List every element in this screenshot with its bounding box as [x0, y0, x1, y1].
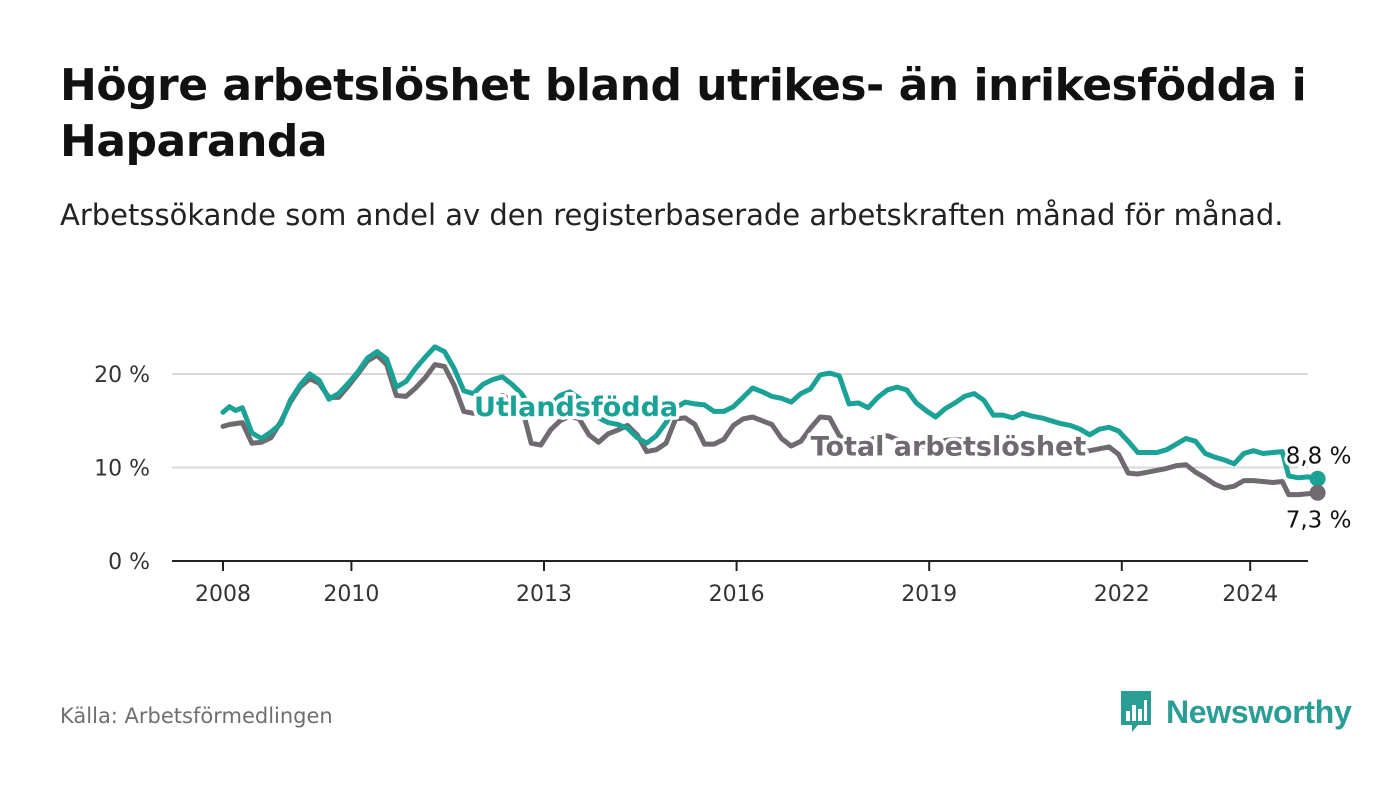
grid-lines: [172, 373, 1308, 562]
series-label-total: Total arbetslöshet: [811, 431, 1087, 462]
end-point-total: [1309, 484, 1326, 501]
series-lines: [220, 344, 1326, 501]
x-tick-label: 2024: [1222, 582, 1278, 607]
end-value-label-foreign-born: 8,8 %: [1286, 444, 1352, 470]
newsworthy-logo-icon: [1121, 691, 1151, 732]
x-tick-label: 2010: [323, 582, 379, 607]
chart-subtitle: Arbetssökande som andel av den registerb…: [60, 198, 1284, 232]
x-tick-label: 2016: [709, 582, 765, 607]
series-label-foreign_born: Utlandsfödda: [474, 392, 678, 423]
x-tick-label: 2022: [1094, 582, 1150, 607]
series-labels: Utlandsfödda Total arbetslöshet 8,8 % 7,3 %: [471, 389, 1355, 537]
x-tick-label: 2008: [195, 582, 251, 607]
source-note: Källa: Arbetsförmedlingen: [60, 704, 333, 728]
chart-title: Högre arbetslöshet bland utrikes- än inr…: [60, 60, 1307, 167]
series-line-total: [220, 352, 1321, 498]
x-tick-label: 2019: [901, 582, 957, 607]
x-tick-label: 2013: [516, 582, 572, 607]
y-axis: 0 % 10 % 20 %: [94, 363, 150, 575]
brand-name: Newsworthy: [1166, 693, 1352, 730]
series-line-foreign_born: [220, 344, 1321, 482]
brand-logo: Newsworthy: [1118, 688, 1352, 736]
y-tick-label: 20 %: [94, 363, 150, 388]
x-axis: 2008 2010 2013 2016 2019 2022 2024: [195, 561, 1278, 607]
end-value-label-total: 7,3 %: [1286, 508, 1352, 534]
y-tick-label: 10 %: [94, 457, 150, 482]
end-point-foreign_born: [1309, 470, 1326, 487]
y-tick-label: 0 %: [108, 550, 150, 575]
